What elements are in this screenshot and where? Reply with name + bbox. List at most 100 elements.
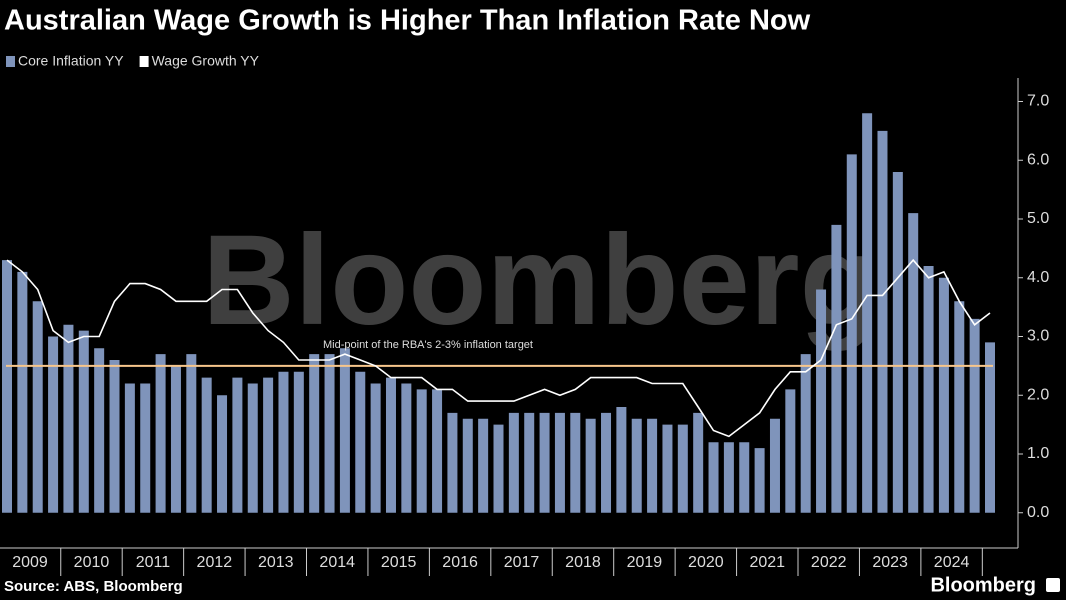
legend-swatch: [139, 56, 149, 67]
x-tick-label: 2011: [136, 554, 171, 571]
bar: [754, 448, 765, 513]
bar: [985, 342, 995, 513]
bar: [462, 418, 473, 513]
bar: [601, 412, 612, 513]
bar: [309, 354, 320, 513]
bar: [78, 330, 89, 513]
y-tick-label: 4.0: [1027, 269, 1049, 286]
bar: [662, 424, 673, 513]
bar: [293, 371, 304, 513]
watermark: Bloomberg: [202, 209, 878, 352]
bar: [708, 442, 719, 513]
bar: [339, 348, 350, 513]
bar: [846, 154, 857, 513]
bar: [32, 301, 43, 513]
x-tick-label: 2016: [442, 554, 478, 571]
bar: [938, 277, 949, 513]
bar: [539, 412, 550, 513]
bar: [385, 377, 396, 513]
bar: [585, 418, 596, 513]
bar: [969, 318, 980, 513]
x-tick-label: 2014: [319, 554, 355, 571]
x-tick-label: 2012: [197, 554, 233, 571]
bar: [416, 389, 427, 513]
bar: [554, 412, 565, 513]
reference-label: Mid-point of the RBA's 2-3% inflation ta…: [323, 339, 533, 351]
x-tick-label: 2009: [12, 554, 48, 571]
bar: [631, 418, 642, 513]
bar: [677, 424, 688, 513]
legend-label: Wage Growth YY: [152, 53, 260, 69]
x-tick-label: 2018: [565, 554, 601, 571]
bar: [723, 442, 734, 513]
bar: [278, 371, 289, 513]
bar: [232, 377, 243, 513]
bar: [94, 348, 105, 513]
bar: [124, 383, 135, 513]
bar: [17, 271, 28, 513]
bar: [570, 412, 581, 513]
bar: [324, 354, 335, 513]
x-tick-label: 2020: [688, 554, 724, 571]
bar: [432, 389, 443, 513]
legend: Core Inflation YY Wage Growth YY: [6, 53, 260, 69]
bar: [217, 395, 228, 513]
bar: [892, 172, 903, 513]
logo: Bloomberg: [930, 574, 1036, 596]
bar: [109, 360, 120, 513]
bar: [155, 354, 166, 513]
bar: [355, 371, 366, 513]
bar: [401, 383, 412, 513]
bar: [2, 260, 12, 513]
bar: [247, 383, 258, 513]
legend-label: Core Inflation YY: [18, 53, 124, 69]
bar: [769, 418, 780, 513]
x-tick-label: 2023: [872, 554, 908, 571]
bar: [478, 418, 489, 513]
source: Source: ABS, Bloomberg: [4, 578, 183, 595]
bar: [785, 389, 796, 513]
x-tick-label: 2015: [381, 554, 417, 571]
bar: [816, 289, 827, 513]
x-tick-label: 2013: [258, 554, 294, 571]
bar: [908, 213, 919, 513]
bar: [831, 224, 842, 513]
bar: [647, 418, 658, 513]
logo-icon: [1046, 578, 1060, 592]
y-tick-label: 1.0: [1027, 445, 1049, 462]
legend-swatch: [6, 56, 15, 67]
bar: [739, 442, 750, 513]
bar: [954, 301, 965, 513]
y-tick-label: 6.0: [1027, 151, 1049, 168]
y-tick-label: 2.0: [1027, 386, 1049, 403]
bar: [140, 383, 151, 513]
bar: [800, 354, 811, 513]
bar: [493, 424, 504, 513]
x-tick-label: 2017: [504, 554, 540, 571]
bar: [616, 407, 627, 513]
y-tick-label: 5.0: [1027, 210, 1049, 227]
y-tick-label: 3.0: [1027, 328, 1049, 345]
bar: [263, 377, 274, 513]
bar: [693, 412, 704, 513]
bar: [170, 365, 181, 513]
bar: [524, 412, 535, 513]
bar: [923, 266, 934, 513]
bar: [508, 412, 519, 513]
bar: [48, 336, 59, 513]
bar: [186, 354, 197, 513]
chart-title: Australian Wage Growth is Higher Than In…: [4, 5, 811, 37]
bar: [877, 130, 888, 513]
x-tick-label: 2010: [74, 554, 110, 571]
x-tick-label: 2022: [811, 554, 847, 571]
x-tick-label: 2019: [627, 554, 663, 571]
y-tick-label: 0.0: [1027, 504, 1049, 521]
bar: [370, 383, 381, 513]
x-tick-label: 2021: [749, 554, 785, 571]
line: [6, 258, 991, 438]
y-tick-label: 7.0: [1027, 93, 1049, 110]
bar: [447, 412, 458, 513]
bar: [201, 377, 212, 513]
x-tick-label: 2024: [934, 554, 970, 571]
